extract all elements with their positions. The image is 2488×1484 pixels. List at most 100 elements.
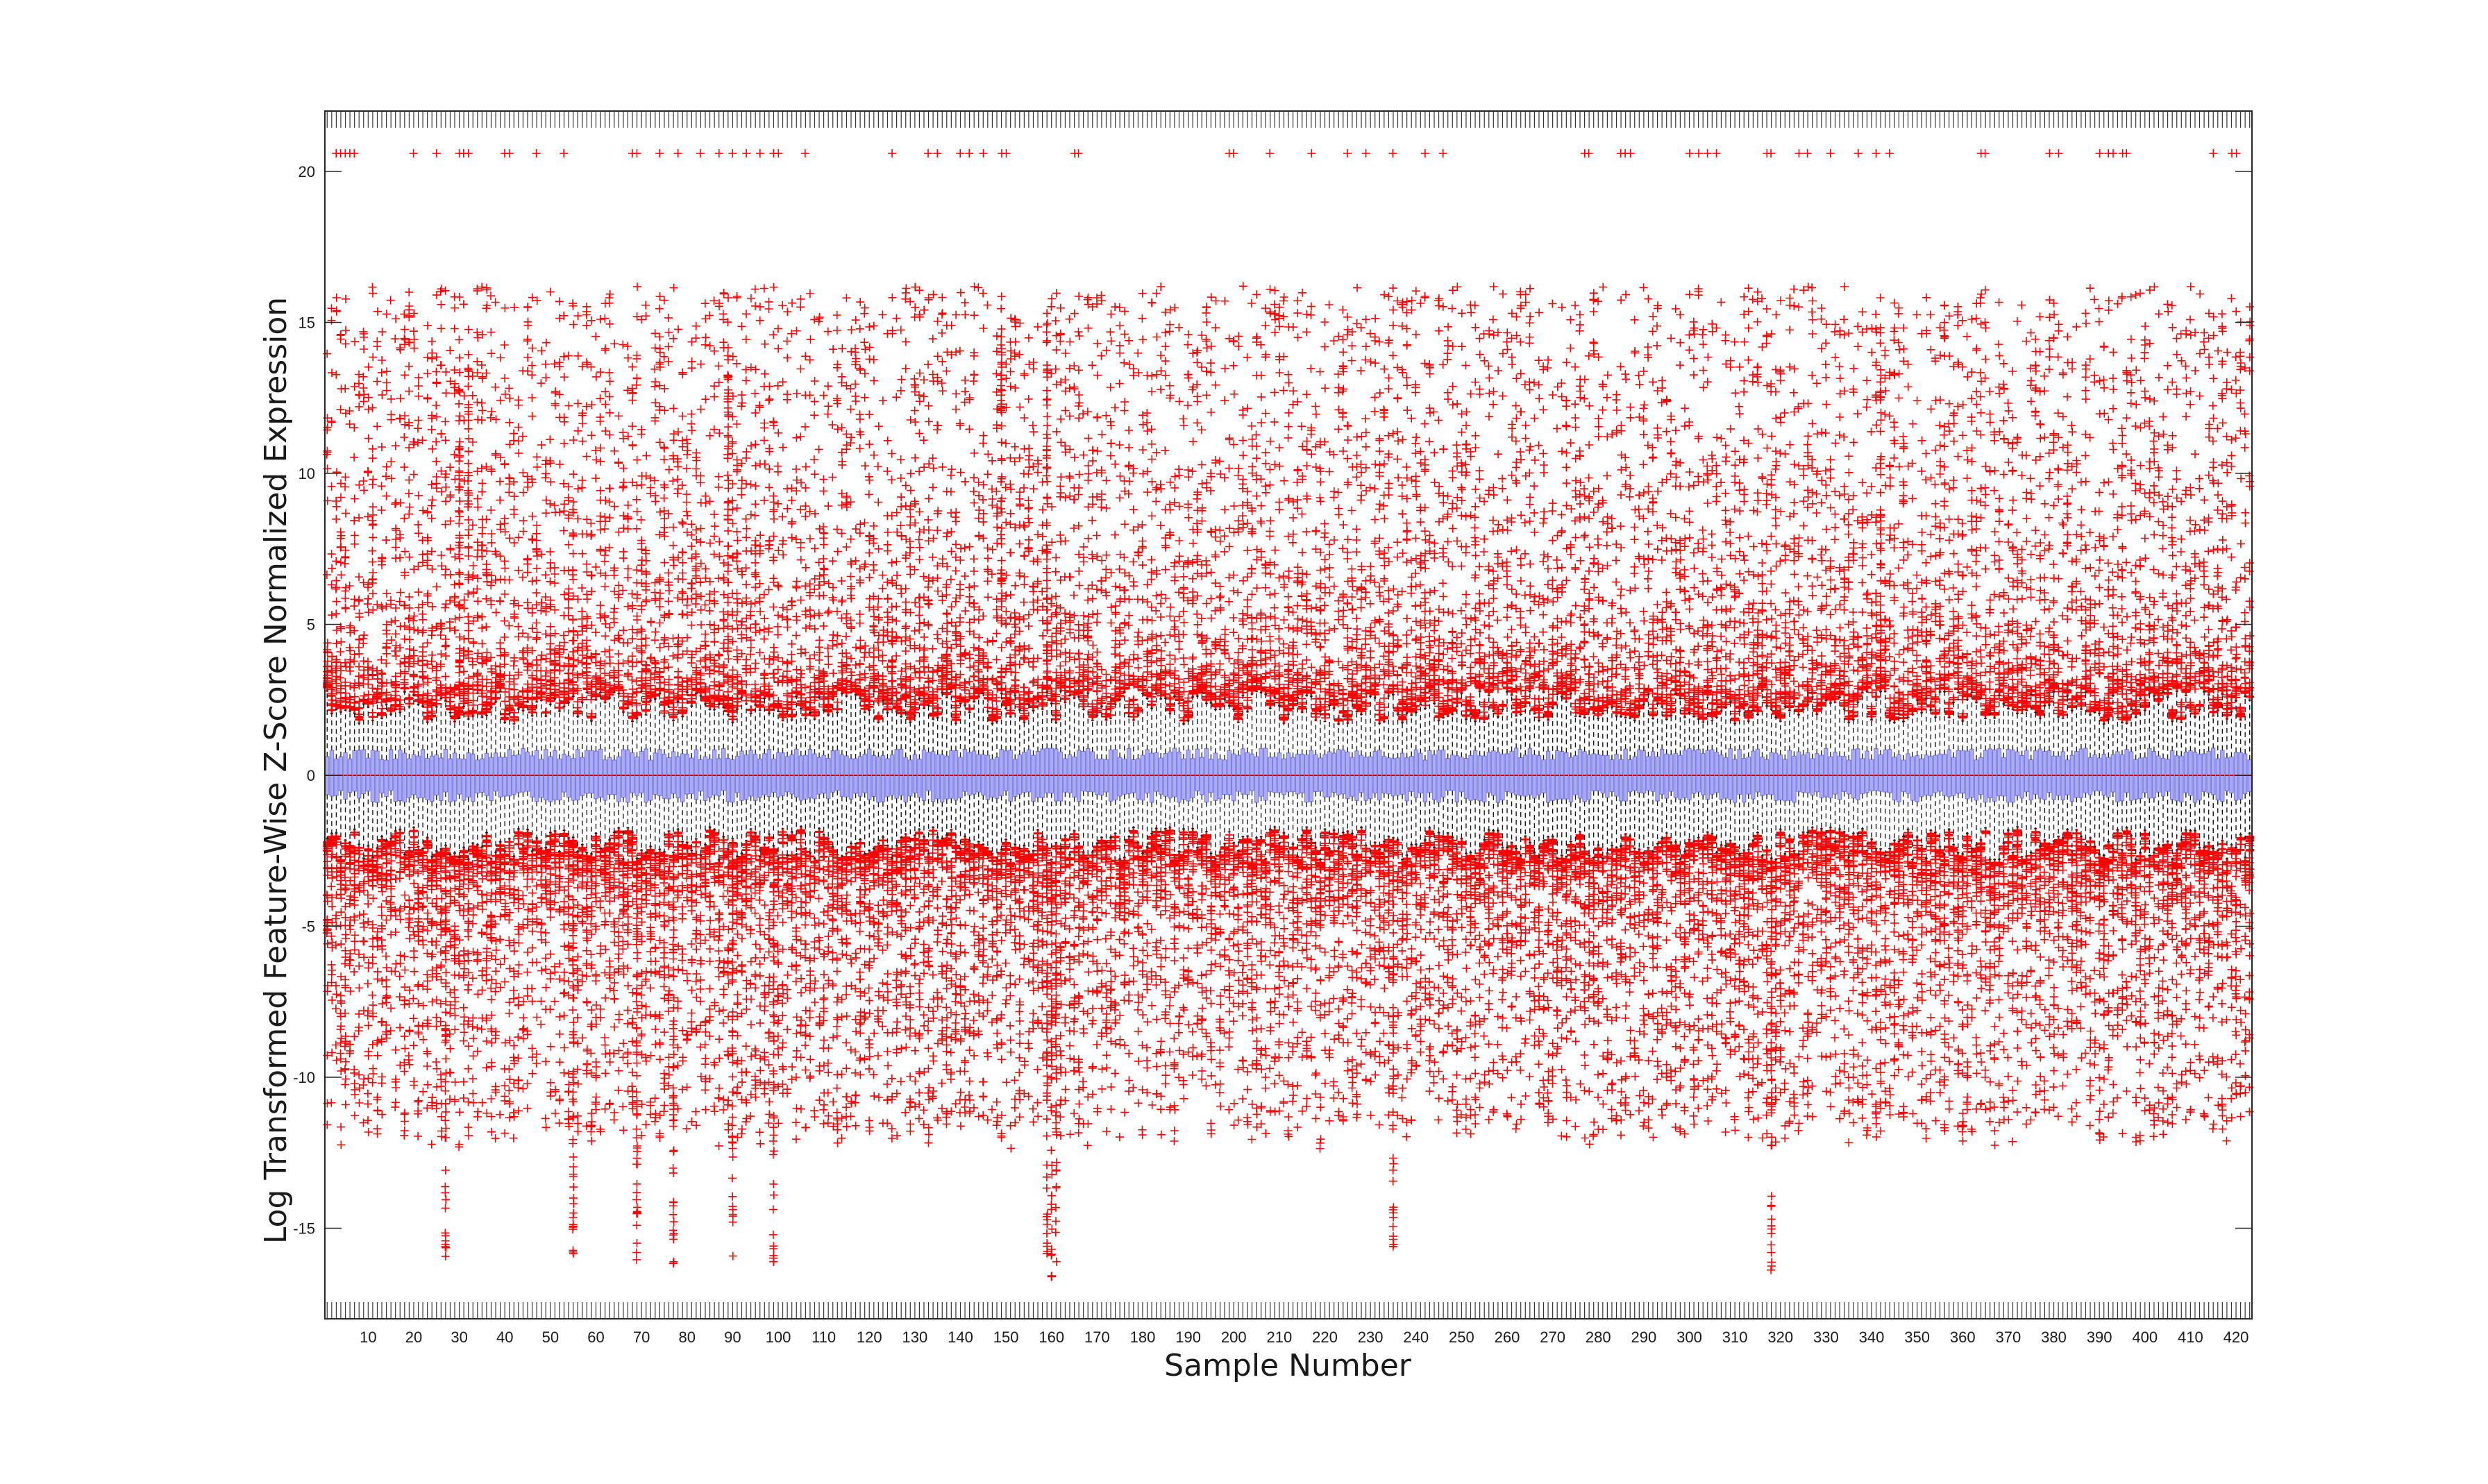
box-230	[1368, 757, 1372, 799]
box-298	[1679, 755, 1683, 799]
box-388	[2088, 757, 2092, 795]
box-24	[430, 756, 434, 801]
box-326	[1806, 752, 1810, 793]
x-tick-label-170: 170	[1084, 1329, 1110, 1346]
box-350	[1915, 756, 1919, 802]
box-414	[2207, 751, 2211, 793]
x-tick-label-310: 310	[1722, 1329, 1748, 1346]
box-119	[863, 754, 867, 793]
box-205	[1254, 757, 1259, 802]
box-299	[1683, 750, 1687, 798]
box-325	[1801, 755, 1806, 793]
box-257	[1492, 751, 1496, 795]
x-tick-label-300: 300	[1676, 1329, 1702, 1346]
box-279	[1592, 754, 1596, 791]
box-335	[1847, 760, 1851, 794]
box-135	[936, 754, 940, 799]
box-65	[617, 757, 621, 802]
box-206	[1259, 748, 1263, 796]
box-337	[1856, 749, 1860, 800]
box-385	[2075, 751, 2079, 798]
x-tick-label-250: 250	[1449, 1329, 1474, 1346]
box-41	[507, 750, 512, 796]
box-269	[1546, 751, 1550, 802]
box-349	[1910, 757, 1915, 800]
box-103	[790, 754, 794, 794]
box-165	[1073, 757, 1077, 797]
box-237	[1400, 753, 1404, 794]
box-19	[407, 759, 412, 798]
box-386	[2079, 749, 2083, 798]
box-110	[822, 755, 826, 793]
box-80	[685, 754, 689, 794]
box-247	[1446, 759, 1450, 791]
box-184	[1159, 758, 1163, 794]
box-155	[1027, 750, 1031, 792]
box-88	[721, 748, 725, 790]
box-243	[1428, 750, 1432, 792]
box-178	[1132, 759, 1136, 793]
box-55	[571, 759, 575, 800]
box-344	[1888, 750, 1892, 793]
box-240	[1414, 750, 1418, 798]
box-290	[1642, 751, 1646, 793]
box-306	[1715, 752, 1719, 793]
box-170	[1095, 759, 1100, 794]
box-336	[1851, 750, 1856, 798]
x-tick-label-80: 80	[678, 1329, 695, 1346]
box-179	[1136, 759, 1141, 799]
box-399	[2138, 758, 2142, 799]
box-31	[462, 759, 466, 800]
box-357	[1947, 750, 1951, 797]
box-153	[1018, 754, 1022, 794]
box-285	[1619, 759, 1623, 801]
box-8	[357, 750, 361, 798]
box-211	[1282, 759, 1286, 795]
box-157	[1036, 751, 1040, 798]
box-67	[626, 750, 630, 802]
x-tick-label-360: 360	[1950, 1329, 1976, 1346]
box-401	[2148, 748, 2152, 798]
box-376	[2034, 751, 2038, 795]
box-180	[1141, 755, 1145, 800]
x-tick-label-70: 70	[633, 1329, 650, 1346]
box-158	[1041, 749, 1045, 798]
box-407	[2175, 756, 2179, 801]
box-64	[612, 760, 616, 795]
x-tick-label-40: 40	[496, 1329, 513, 1346]
x-tick-label-210: 210	[1267, 1329, 1293, 1346]
y-tick-label-15: 15	[299, 314, 315, 332]
box-250	[1460, 757, 1464, 792]
box-136	[940, 755, 944, 802]
box-50	[548, 757, 553, 802]
box-278	[1587, 754, 1591, 800]
box-373	[2020, 756, 2024, 798]
box-154	[1023, 752, 1027, 793]
box-59	[589, 750, 594, 793]
box-164	[1068, 754, 1072, 793]
box-374	[2024, 750, 2028, 792]
box-13	[380, 759, 384, 793]
box-156	[1032, 755, 1036, 801]
box-36	[485, 753, 489, 795]
box-198	[1222, 760, 1227, 795]
box-281	[1601, 755, 1605, 793]
box-263	[1519, 758, 1523, 795]
box-323	[1792, 756, 1797, 802]
box-148	[995, 757, 999, 798]
box-296	[1670, 754, 1674, 791]
box-305	[1710, 750, 1715, 794]
box-235	[1391, 759, 1395, 796]
box-82	[694, 750, 698, 799]
box-21	[417, 756, 421, 798]
box-181	[1145, 750, 1150, 793]
box-412	[2198, 754, 2202, 800]
box-137	[945, 756, 949, 799]
box-260	[1505, 754, 1509, 792]
box-338	[1860, 759, 1865, 794]
box-4	[339, 757, 343, 791]
box-372	[2015, 752, 2019, 795]
box-68	[630, 753, 634, 793]
box-30	[457, 759, 462, 794]
box-214	[1295, 754, 1300, 794]
